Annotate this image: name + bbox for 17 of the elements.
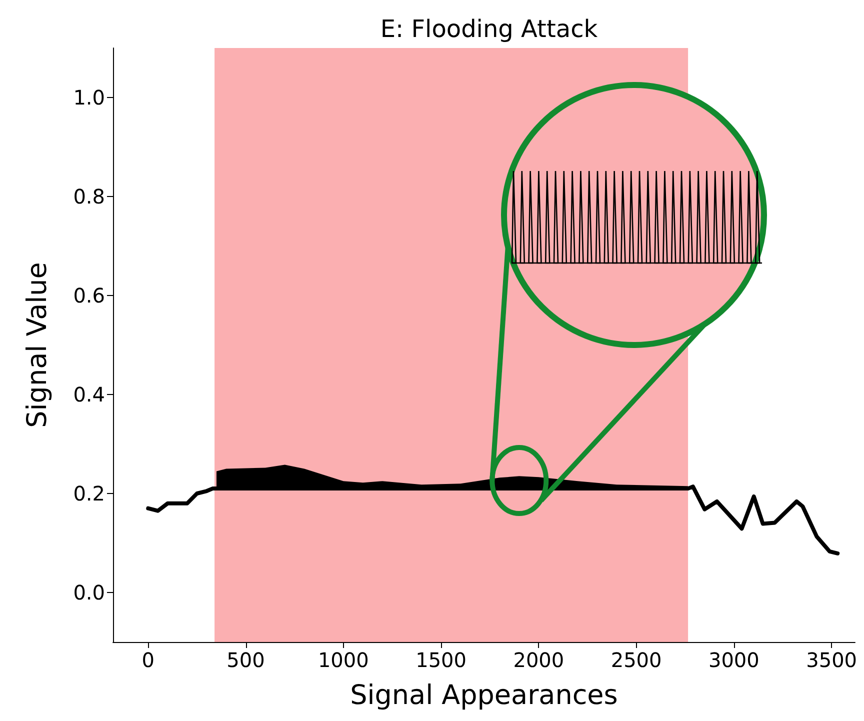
x-tick-label: 0 [142, 648, 155, 672]
y-tick-label: 0.2 [73, 482, 105, 506]
y-tick-label: 0.0 [73, 580, 105, 604]
y-tick-label: 1.0 [73, 86, 105, 110]
x-tick-label: 500 [226, 648, 265, 672]
x-tick-label: 1000 [318, 648, 369, 672]
chart-title: E: Flooding Attack [380, 15, 598, 43]
x-axis-title: Signal Appearances [350, 680, 618, 711]
y-tick-label: 0.8 [73, 184, 105, 208]
x-tick-label: 2500 [610, 648, 662, 672]
x-tick-label: 3000 [708, 648, 760, 672]
y-tick-label: 0.6 [73, 284, 105, 308]
y-tick-label: 0.4 [73, 382, 105, 406]
x-tick-label: 2000 [513, 648, 564, 672]
x-tick-label: 3500 [806, 648, 858, 672]
x-tick-label: 1500 [416, 648, 466, 672]
y-axis-title: Signal Value [22, 262, 53, 428]
